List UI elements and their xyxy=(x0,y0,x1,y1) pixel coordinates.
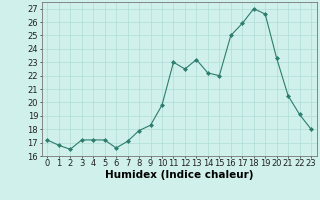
X-axis label: Humidex (Indice chaleur): Humidex (Indice chaleur) xyxy=(105,170,253,180)
